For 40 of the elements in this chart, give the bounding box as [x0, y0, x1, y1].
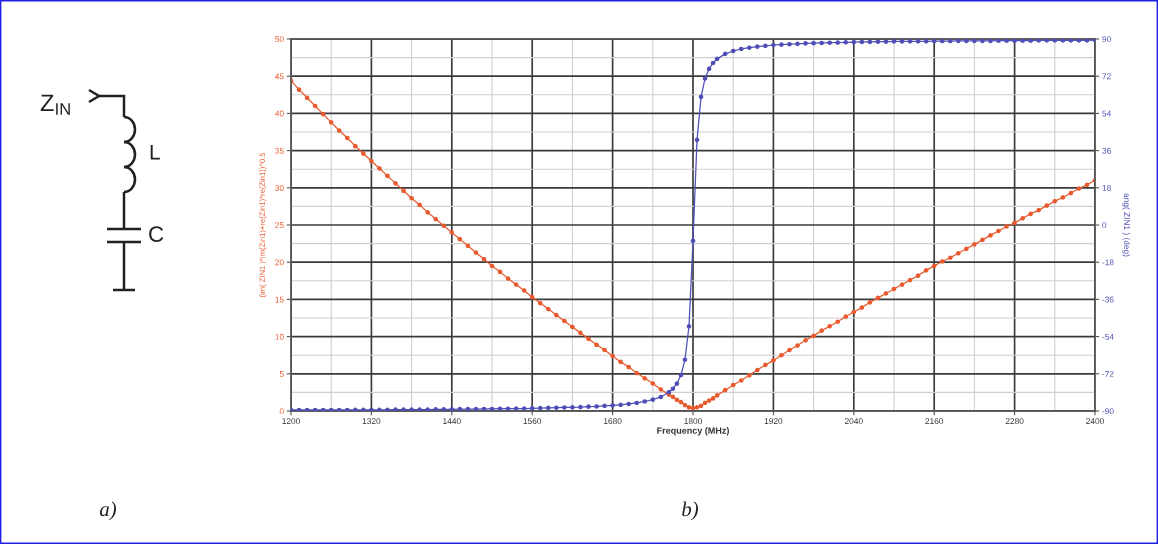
x-axis-title: Frequency (MHz) — [657, 427, 729, 436]
y-tick-label: 25 — [275, 222, 284, 229]
text: L — [150, 145, 160, 160]
y-tick-label: 30 — [275, 185, 284, 191]
y2-tick-label: 54 — [1102, 110, 1111, 117]
y-tick-label: 45 — [274, 73, 284, 80]
x-tick-label: 1320 — [362, 418, 381, 425]
x-tick-label: 2280 — [1005, 418, 1024, 425]
y2-tick-label: -72 — [1102, 370, 1114, 377]
y-tick-label: 10 — [275, 333, 284, 340]
y-tick-label: 15 — [275, 296, 284, 303]
y-tick-label: 50 — [275, 36, 284, 43]
text: a) — [99, 501, 117, 521]
x-tick-label: 1800 — [684, 418, 702, 425]
y2-tick-label: 0 — [1102, 222, 1107, 229]
y2-tick-label: -90 — [1102, 408, 1114, 415]
y-tick-label: 20 — [275, 259, 284, 266]
y-tick-label: 5 — [279, 371, 284, 377]
y2-tick-label: -36 — [1102, 296, 1114, 303]
x-tick-label: 1560 — [523, 418, 542, 425]
y-tick-label: 0 — [279, 408, 284, 415]
x-tick-label: 2160 — [925, 418, 944, 425]
y2-tick-label: -54 — [1102, 333, 1114, 340]
x-tick-label: 2400 — [1086, 418, 1104, 425]
y2-axis-title: ang( ZIN1 ) (deg) — [1122, 193, 1131, 257]
x-tick-label: 1920 — [764, 418, 783, 425]
y2-tick-label: -18 — [1102, 259, 1114, 266]
text: b) — [682, 501, 699, 521]
y2-tick-label: 72 — [1102, 73, 1111, 80]
x-tick-label: 1680 — [603, 418, 622, 425]
y-tick-label: 40 — [274, 110, 284, 117]
y2-tick-label: 18 — [1102, 185, 1111, 191]
text: Z$_{IN}$ — [40, 94, 70, 115]
x-tick-label: 1200 — [282, 418, 300, 425]
y2-tick-label: 36 — [1102, 147, 1111, 154]
text: C — [149, 226, 164, 242]
x-tick-label: 2040 — [844, 418, 863, 425]
x-tick-label: 1440 — [443, 418, 461, 425]
y2-tick-label: 90 — [1102, 36, 1111, 43]
y-tick-label: 35 — [275, 147, 284, 154]
